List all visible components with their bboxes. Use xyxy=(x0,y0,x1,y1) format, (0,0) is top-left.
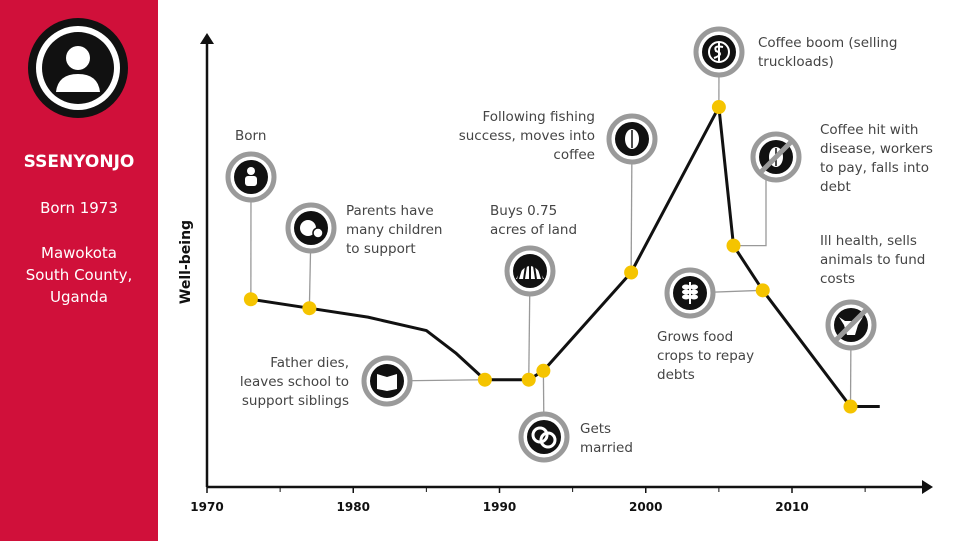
event-icon xyxy=(285,202,337,254)
event-icon xyxy=(361,355,413,407)
x-tick-label: 1990 xyxy=(483,500,516,514)
event-marker xyxy=(477,372,492,387)
glyph xyxy=(300,220,316,236)
event-marker xyxy=(726,238,741,253)
glyph xyxy=(682,289,690,295)
event-marker xyxy=(536,363,551,378)
event-icon xyxy=(225,151,277,203)
glyph xyxy=(312,227,324,239)
glyph xyxy=(690,284,698,290)
glyph xyxy=(682,294,690,300)
glyph xyxy=(713,43,724,61)
icon-cross xyxy=(832,306,870,344)
event-marker xyxy=(755,283,770,298)
glyph xyxy=(245,176,257,186)
icon-cross xyxy=(757,138,795,176)
location: Mawokota South County, Uganda xyxy=(25,244,133,306)
glyph xyxy=(690,289,698,295)
glyph xyxy=(539,431,557,449)
x-arrow xyxy=(922,480,933,494)
glyph xyxy=(537,265,543,280)
glyph xyxy=(682,284,690,290)
event-label: Ill health, sells animals to fund costs xyxy=(820,233,926,287)
event-marker xyxy=(302,301,317,316)
x-tick-label: 2010 xyxy=(775,500,808,514)
event-marker xyxy=(243,292,258,307)
y-axis-label: Well-being xyxy=(178,220,194,304)
event-marker xyxy=(711,100,726,115)
glyph xyxy=(517,265,523,280)
glyph xyxy=(247,167,255,175)
event-icon xyxy=(518,411,570,463)
x-tick-label: 1980 xyxy=(337,500,370,514)
event-label: Father dies, leaves school to support si… xyxy=(239,355,349,409)
event-label: Parents have many children to support xyxy=(346,203,443,257)
x-tick-label: 1970 xyxy=(190,500,223,514)
event-icon xyxy=(664,267,716,319)
event-marker xyxy=(624,265,639,280)
event-label: Following fishing success, moves into co… xyxy=(458,109,595,163)
well-being-line xyxy=(250,105,880,409)
event-icon xyxy=(693,26,745,78)
event-icon xyxy=(750,131,802,183)
event-label: Coffee hit with disease, workers to pay,… xyxy=(820,122,933,195)
event-label: Buys 0.75 acres of land xyxy=(490,203,578,238)
glyph xyxy=(690,294,698,300)
person-name: SSENYONJO xyxy=(23,152,135,172)
event-label: Coffee boom (selling truckloads) xyxy=(758,35,898,70)
birth-year: Born 1973 xyxy=(40,199,118,217)
event-marker xyxy=(843,399,858,414)
y-arrow xyxy=(200,33,214,44)
x-tick-label: 2000 xyxy=(629,500,662,514)
event-icon xyxy=(606,113,658,165)
event-label: Born xyxy=(235,128,267,144)
event-label: Grows food crops to repay debts xyxy=(657,329,755,383)
glyph xyxy=(533,265,537,280)
event-label: Gets married xyxy=(580,421,633,456)
sidebar: SSENYONJO Born 1973 Mawokota South Count… xyxy=(0,0,158,541)
event-icon xyxy=(825,299,877,351)
glyph xyxy=(708,41,730,63)
event-marker xyxy=(521,372,536,387)
glyph xyxy=(523,265,527,280)
event-icon xyxy=(504,245,556,297)
connector xyxy=(733,177,767,247)
glyph xyxy=(377,374,397,391)
avatar xyxy=(28,18,128,118)
